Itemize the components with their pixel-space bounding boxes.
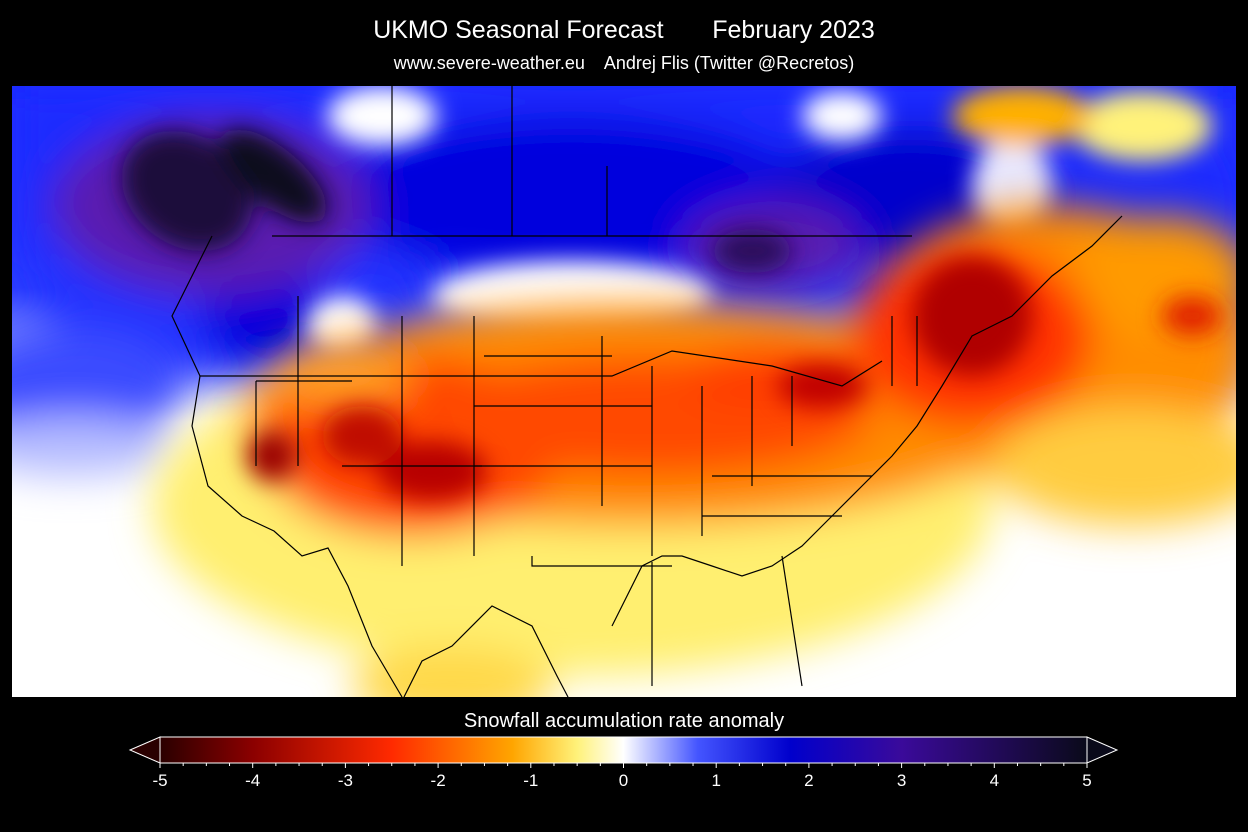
colorbar-tick-label: 2 xyxy=(804,771,813,790)
colorbar-label: Snowfall accumulation rate anomaly xyxy=(463,710,785,732)
colorbar-tick-label: 5 xyxy=(1082,771,1091,790)
map-title: UKMO Seasonal Forecast February 2023 xyxy=(373,16,875,44)
anomaly-map-svg xyxy=(12,86,1236,697)
colorbar-tick-label: -5 xyxy=(152,771,167,790)
colorbar-tick-label: 4 xyxy=(990,771,999,790)
colorbar-tick-label: 3 xyxy=(897,771,906,790)
map-subtitle: www.severe-weather.eu Andrej Flis (Twitt… xyxy=(393,53,855,73)
anomaly-map xyxy=(12,86,1236,697)
colorbar-tick-label: -1 xyxy=(523,771,538,790)
colorbar-tick-label: -4 xyxy=(245,771,260,790)
colorbar-max-arrow xyxy=(1086,736,1119,764)
colorbar-gradient xyxy=(159,736,1088,764)
purple-cores xyxy=(121,129,792,273)
colorbar-tick-label: -2 xyxy=(431,771,446,790)
colorbar-ticks: -5 -4 -3 -2 -1 0 1 2 3 4 5 xyxy=(152,763,1092,790)
colorbar-tick-label: 0 xyxy=(619,771,628,790)
colorbar-tick-label: -3 xyxy=(338,771,353,790)
negative-cores xyxy=(247,256,1222,501)
map-boundaries xyxy=(171,86,1123,697)
colorbar-min-arrow xyxy=(128,736,161,764)
colorbar-svg: -5 -4 -3 -2 -1 0 1 2 3 4 5 xyxy=(128,736,1119,790)
colorbar: -5 -4 -3 -2 -1 0 1 2 3 4 5 xyxy=(128,736,1120,796)
colorbar-tick-label: 1 xyxy=(711,771,720,790)
